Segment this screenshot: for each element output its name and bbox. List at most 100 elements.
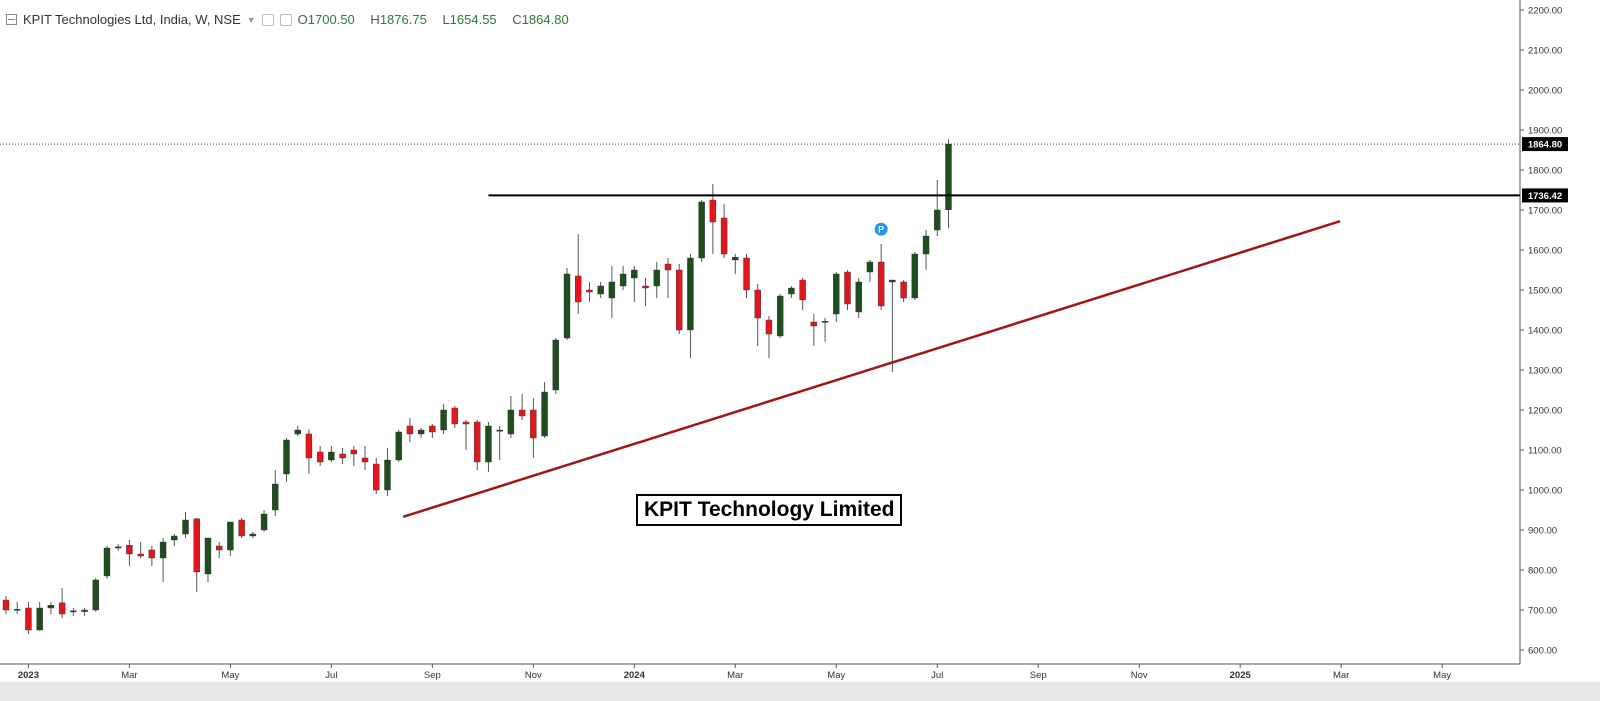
bearish-candle xyxy=(676,264,683,334)
candle-body xyxy=(159,541,167,559)
price-label-text: 1736.42 xyxy=(1528,191,1562,202)
y-tick-label: 1800.00 xyxy=(1528,166,1562,177)
bearish-candle xyxy=(451,406,458,428)
candle-body xyxy=(283,439,290,475)
bullish-candle xyxy=(182,512,189,538)
settings-icon[interactable] xyxy=(279,13,292,26)
candle-body xyxy=(552,339,559,391)
bearish-candle xyxy=(877,244,885,310)
bearish-candle xyxy=(664,258,672,298)
candle-body xyxy=(855,281,862,313)
bullish-candle xyxy=(698,200,705,262)
bullish-candle xyxy=(249,532,257,538)
bearish-candle xyxy=(350,446,358,466)
candle-body xyxy=(934,209,941,231)
candle-body xyxy=(732,257,739,261)
bearish-candle xyxy=(126,540,133,566)
candle-body xyxy=(541,391,548,437)
candle-body xyxy=(58,602,66,615)
chart-annotation-title[interactable]: KPIT Technology Limited xyxy=(636,494,903,526)
candle-body xyxy=(373,463,380,491)
bullish-candle xyxy=(653,262,660,298)
candle-body xyxy=(844,271,851,305)
y-tick-label: 800.00 xyxy=(1528,566,1557,577)
candle-body xyxy=(114,546,122,549)
candle-body xyxy=(597,285,604,295)
bearish-candle xyxy=(215,542,223,558)
close-value: 1864.80 xyxy=(521,12,569,27)
price-label-box xyxy=(1522,188,1568,203)
y-tick-label: 2200.00 xyxy=(1528,6,1562,17)
close-label: C xyxy=(512,12,522,27)
x-axis: 2023 Mar May Jul Sep Nov 2024 Mar May Jul Sep Nov 20… xyxy=(18,664,1451,681)
candle-body xyxy=(451,407,458,425)
collapse-icon[interactable] xyxy=(6,14,17,25)
x-tick-label: May xyxy=(1433,670,1451,681)
bearish-candle xyxy=(799,278,806,310)
candle-body xyxy=(137,553,144,557)
bullish-candle xyxy=(552,338,559,394)
bullish-candle xyxy=(507,396,515,438)
bearish-candle xyxy=(530,398,537,458)
low-value: 1654.55 xyxy=(449,12,497,27)
eye-icon[interactable] xyxy=(261,13,274,26)
x-tick-label: Jul xyxy=(325,670,337,681)
candle-body xyxy=(575,275,582,303)
price-label: 1864.80 xyxy=(1522,137,1568,152)
bullish-candle xyxy=(911,252,919,300)
bullish-candle xyxy=(328,446,335,462)
bullish-candle xyxy=(70,608,77,616)
bullish-candle xyxy=(440,404,447,434)
chart-legend: KPIT Technologies Ltd, India, W, NSE ▼ O… xyxy=(6,12,581,27)
bearish-candle xyxy=(462,420,470,450)
x-tick-label: 2024 xyxy=(624,670,646,681)
y-axis: 600.00 700.00 800.00 900.00 1000.00 1100.00 12… xyxy=(1520,6,1562,657)
ohlc-values: O1700.50 H1876.75 L1654.55 C1864.80 xyxy=(298,12,581,27)
candle-body xyxy=(743,257,750,291)
candle-body xyxy=(833,273,840,315)
x-tick-label: Nov xyxy=(1131,670,1148,681)
bearish-candle xyxy=(58,588,66,618)
bottom-scrollbar xyxy=(0,682,1600,701)
candle-body xyxy=(664,263,672,271)
bullish-candle xyxy=(597,282,604,298)
y-tick-label: 1700.00 xyxy=(1528,206,1562,217)
bullish-candle xyxy=(631,266,638,302)
candle-body xyxy=(92,579,99,611)
bullish-candle xyxy=(260,510,268,532)
bullish-candle xyxy=(619,266,627,290)
candle-body xyxy=(687,257,694,331)
candle-body xyxy=(507,409,515,435)
candle-body xyxy=(631,269,638,279)
bullish-candle xyxy=(36,602,43,631)
bullish-candle xyxy=(776,294,784,338)
candle-body xyxy=(911,253,919,299)
bullish-candle xyxy=(204,537,212,582)
candle-body xyxy=(204,537,212,575)
bullish-candle xyxy=(159,538,167,582)
chevron-down-icon[interactable]: ▼ xyxy=(246,14,256,25)
y-tick-label: 1500.00 xyxy=(1528,286,1562,297)
candle-body xyxy=(474,421,481,463)
candle-body xyxy=(215,545,223,551)
bullish-candle xyxy=(114,544,122,551)
y-tick-label: 1000.00 xyxy=(1528,486,1562,497)
symbol-title[interactable]: KPIT Technologies Ltd, India, W, NSE xyxy=(23,12,241,27)
open-value: 1700.50 xyxy=(307,12,355,27)
bullish-candle xyxy=(922,230,930,270)
candle-body xyxy=(305,433,313,459)
candles xyxy=(2,139,952,634)
candle-body xyxy=(103,547,111,577)
y-tick-label: 1600.00 xyxy=(1528,246,1562,257)
candle-body xyxy=(440,409,447,431)
candle-body xyxy=(877,261,885,307)
candle-body xyxy=(81,609,88,612)
x-tick-label: Mar xyxy=(727,670,743,681)
candle-body xyxy=(810,321,818,327)
bearish-candle xyxy=(474,420,481,470)
x-tick-label: 2023 xyxy=(18,670,39,681)
bearish-candle xyxy=(754,284,761,346)
bullish-candle xyxy=(687,254,694,358)
